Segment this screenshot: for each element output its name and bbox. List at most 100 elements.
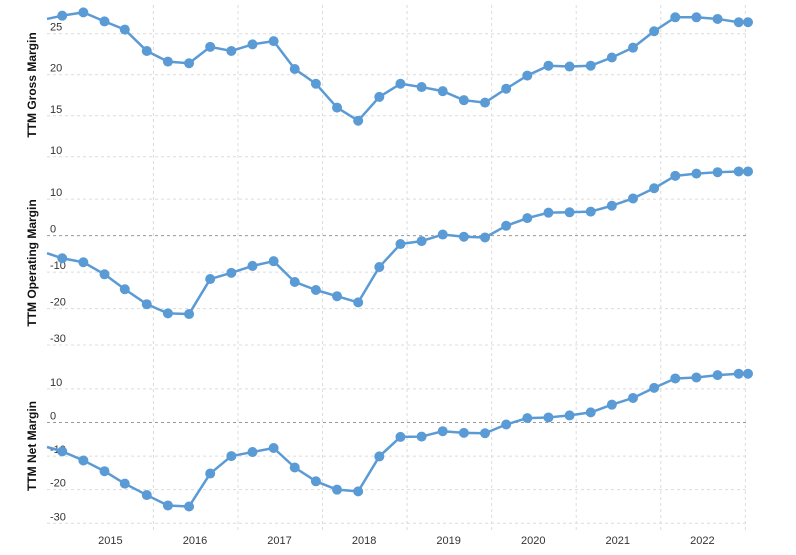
y-axis-label: TTM Gross Margin	[25, 32, 39, 137]
data-point	[522, 70, 533, 81]
data-point	[733, 368, 744, 379]
data-point	[374, 262, 385, 273]
data-point	[184, 58, 195, 69]
data-point	[332, 102, 343, 113]
x-tick-label: 2020	[521, 535, 545, 547]
data-point	[184, 309, 195, 320]
data-point	[78, 455, 89, 466]
x-tick-label: 2017	[267, 535, 291, 547]
data-point	[606, 399, 617, 410]
data-point	[184, 501, 195, 512]
data-point	[119, 478, 130, 489]
y-tick-label: 10	[50, 377, 62, 389]
data-point	[712, 167, 723, 178]
data-point	[162, 308, 173, 319]
data-point	[585, 60, 596, 71]
data-point	[501, 83, 512, 94]
chart-panel-gross: 10 15 20 25 TTM Gross Margin	[25, 7, 753, 158]
data-point	[395, 78, 406, 89]
data-point	[247, 447, 258, 458]
data-point	[226, 45, 237, 56]
data-point	[501, 419, 512, 430]
data-point	[332, 484, 343, 495]
data-point	[480, 97, 491, 108]
data-point	[670, 170, 681, 181]
data-point	[416, 82, 427, 93]
y-tick-label: -20	[50, 297, 66, 309]
data-point	[743, 166, 753, 177]
data-point	[627, 193, 638, 204]
data-point	[564, 410, 575, 421]
y-tick-label: 25	[50, 22, 62, 34]
x-tick-label: 2022	[690, 535, 714, 547]
data-point	[585, 206, 596, 217]
data-point	[247, 260, 258, 271]
data-point	[374, 91, 385, 102]
data-point	[733, 17, 744, 28]
x-tick-label: 2021	[606, 535, 630, 547]
data-point	[627, 392, 638, 403]
data-point	[691, 12, 702, 23]
y-tick-label: -30	[50, 333, 66, 345]
data-point	[141, 490, 152, 501]
x-grid	[152, 5, 746, 530]
data-point	[226, 267, 237, 278]
data-point	[162, 56, 173, 67]
data-point	[543, 60, 554, 71]
y-tick-label: 10	[50, 145, 62, 157]
data-point	[310, 78, 321, 89]
data-point	[332, 291, 343, 302]
data-point	[353, 115, 364, 126]
x-tick-label: 2018	[352, 535, 376, 547]
y-tick-label: 15	[50, 104, 62, 116]
data-point	[733, 166, 744, 177]
data-point	[522, 413, 533, 424]
x-tick-label: 2016	[183, 535, 207, 547]
data-point	[564, 207, 575, 218]
data-point	[743, 368, 753, 379]
y-tick-label: 0	[50, 224, 56, 236]
data-point	[437, 229, 448, 240]
data-point	[353, 486, 364, 497]
data-point	[437, 426, 448, 437]
data-point	[649, 183, 660, 194]
data-point	[522, 213, 533, 224]
data-point	[205, 468, 216, 479]
data-point	[458, 231, 469, 242]
data-point	[416, 236, 427, 247]
data-point	[564, 61, 575, 72]
y-tick-label: -20	[50, 478, 66, 490]
data-point	[395, 239, 406, 250]
data-point	[670, 373, 681, 384]
data-point	[247, 39, 258, 50]
y-axis-label: TTM Net Margin	[25, 401, 39, 491]
data-point	[480, 428, 491, 439]
data-point	[289, 462, 300, 473]
data-point	[289, 64, 300, 74]
data-point	[416, 431, 427, 442]
data-point	[395, 431, 406, 442]
data-point	[78, 257, 89, 268]
data-point	[585, 407, 596, 418]
data-point	[649, 26, 660, 37]
data-point	[99, 16, 110, 27]
data-point	[268, 443, 279, 454]
data-point	[691, 168, 702, 179]
data-point	[57, 446, 68, 457]
data-point	[543, 412, 554, 423]
data-point	[310, 476, 321, 487]
data-point	[437, 86, 448, 97]
data-point	[99, 269, 110, 280]
data-point	[57, 253, 68, 264]
series-line	[46, 11, 748, 122]
x-tick-label: 2015	[98, 535, 122, 547]
data-point	[141, 45, 152, 56]
data-point	[78, 7, 89, 18]
data-point	[670, 12, 681, 23]
data-point	[649, 382, 660, 393]
data-point	[743, 17, 753, 28]
